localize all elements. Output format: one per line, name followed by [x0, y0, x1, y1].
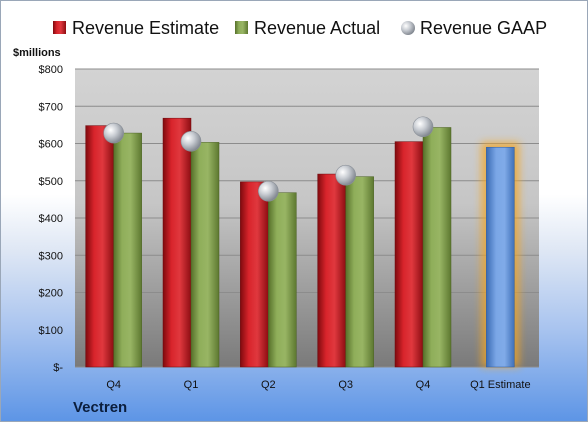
marker-revenue-gaap — [103, 122, 124, 144]
y-tick-label: $700 — [39, 101, 63, 113]
y-tick-label: $100 — [39, 325, 63, 337]
y-tick-label: $300 — [39, 250, 63, 262]
x-tick-label: Q4 — [416, 379, 431, 391]
legend-marker-revenue-gaap — [401, 21, 415, 35]
gridlines — [75, 68, 539, 368]
x-tick-label: Q4 — [106, 379, 121, 391]
x-tick-label: Q2 — [261, 379, 276, 391]
y-tick-label: $800 — [39, 64, 63, 76]
company-name: Vectren — [73, 399, 128, 416]
y-tick-label: $500 — [39, 176, 63, 188]
marker-revenue-gaap — [258, 180, 279, 202]
marker-revenue-gaap — [180, 130, 202, 152]
x-tick-label: Q1 — [184, 379, 199, 391]
x-tick-label: Q1 Estimate — [470, 379, 531, 391]
legend-label-revenue-estimate: Revenue Estimate — [72, 18, 219, 38]
legend: Revenue Estimate Revenue Actual Revenue … — [53, 18, 547, 38]
legend-label-revenue-actual: Revenue Actual — [254, 18, 380, 38]
x-tick-label: Q3 — [338, 379, 353, 391]
y-tick-label: $200 — [39, 288, 63, 300]
bar-q1-estimate — [486, 146, 515, 368]
bar-revenue-actual — [422, 127, 452, 368]
y-axis-ticks: $- $100 $200 $300 $400 $500 $600 $700 $800 — [39, 64, 64, 374]
marker-revenue-gaap — [335, 164, 356, 186]
bar-revenue-actual — [345, 176, 374, 368]
y-axis-unit-label: $millions — [13, 47, 61, 59]
y-tick-label: $- — [53, 362, 63, 374]
bar-revenue-estimate — [394, 141, 424, 368]
bar-revenue-estimate — [85, 125, 114, 368]
y-tick-label: $400 — [39, 213, 63, 225]
bar-revenue-actual — [190, 142, 220, 368]
x-axis-ticks: Q4 Q1 Q2 Q3 Q4 Q1 Estimate — [106, 379, 530, 391]
bar-revenue-estimate — [162, 117, 192, 368]
legend-label-revenue-gaap: Revenue GAAP — [420, 18, 547, 38]
legend-swatch-revenue-estimate — [53, 21, 66, 34]
bar-revenue-actual — [268, 192, 297, 368]
bar-revenue-estimate — [240, 181, 269, 368]
y-tick-label: $600 — [39, 139, 63, 151]
marker-revenue-gaap — [412, 116, 434, 138]
legend-swatch-revenue-actual — [235, 21, 248, 34]
gaap-markers — [103, 116, 434, 202]
bars — [85, 117, 520, 368]
bar-revenue-actual — [113, 132, 142, 368]
bar-revenue-estimate — [317, 173, 346, 368]
